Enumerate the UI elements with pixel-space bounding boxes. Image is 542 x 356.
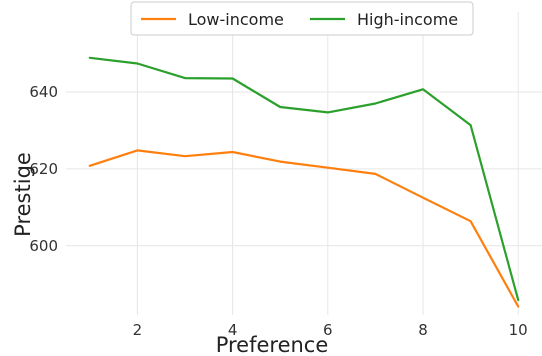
series-lines <box>88 56 520 308</box>
tick-labels: 2 4 6 8 10 600 620 640 <box>29 83 527 339</box>
y-tick-label: 640 <box>29 83 58 101</box>
x-tick-label: 8 <box>418 321 428 339</box>
x-tick-label: 2 <box>133 321 143 339</box>
series-line-high-income <box>88 56 520 302</box>
y-tick-label: 620 <box>29 160 58 178</box>
grid <box>66 12 542 315</box>
x-tick-label: 10 <box>509 321 528 339</box>
y-axis-label: Prestige <box>11 152 35 237</box>
series-line-low-income <box>88 149 520 308</box>
legend: Low-income High-income <box>130 1 474 36</box>
x-axis-label: Preference <box>216 333 329 356</box>
legend-label-high-income: High-income <box>357 10 458 29</box>
x-tick-label: 6 <box>323 321 333 339</box>
y-tick-label: 600 <box>29 237 58 255</box>
x-tick-label: 4 <box>228 321 238 339</box>
legend-label-low-income: Low-income <box>188 10 284 29</box>
legend-box <box>130 1 474 36</box>
